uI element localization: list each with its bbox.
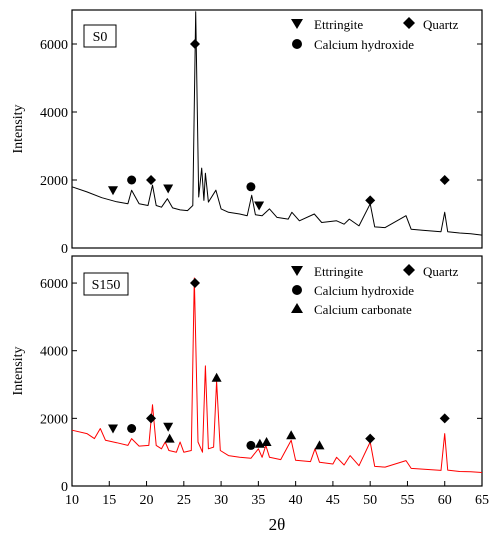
circle-marker — [292, 285, 302, 295]
phase-markers — [108, 278, 450, 450]
panel-label: S150 — [92, 278, 121, 293]
x-tick-label: 35 — [251, 493, 265, 508]
plot-frame — [71, 255, 483, 487]
diamond-marker — [365, 433, 376, 444]
diamond-marker — [439, 413, 450, 424]
legend-label: Calcium hydroxide — [314, 37, 414, 52]
triangle-up-marker — [211, 372, 222, 382]
legend-label: Calcium carbonate — [314, 302, 412, 317]
legend-item-ettringite: Ettringite — [291, 17, 363, 32]
triangle-up-marker — [164, 433, 175, 443]
triangle-up-marker — [286, 430, 297, 440]
series-line — [71, 277, 483, 473]
triangle-down-marker — [108, 186, 118, 196]
series-line-path — [71, 277, 483, 473]
circle-marker — [246, 182, 256, 192]
triangle-up-marker — [291, 303, 303, 313]
triangle-up-marker — [314, 440, 325, 450]
diamond-marker — [190, 39, 200, 49]
diamond-marker — [439, 175, 450, 185]
x-axis-ticks: 10 15 20 25 30 35 40 45 50 55 60 65 — [65, 481, 489, 508]
x-tick-label: 50 — [363, 493, 377, 508]
diamond-marker — [146, 175, 157, 185]
legend: Ettringite Quartz Calcium hydroxide Calc… — [291, 264, 459, 317]
diamond-marker — [146, 413, 157, 424]
x-tick-label: 55 — [400, 493, 414, 508]
chart-panel-s150: 0 2000 4000 6000 10 15 20 25 30 35 40 45 50 55 60 65 S… — [11, 255, 489, 534]
legend-item-calcium-hydroxide: Calcium hydroxide — [292, 37, 414, 52]
x-tick-label: 15 — [102, 493, 116, 508]
legend: Ettringite Quartz Calcium hydroxide — [291, 17, 459, 52]
triangle-down-marker — [108, 424, 118, 434]
circle-marker — [127, 175, 137, 185]
panel-label-box — [83, 272, 129, 296]
y-tick-label: 4000 — [40, 106, 68, 121]
y-axis-label: Intensity — [11, 105, 26, 154]
panel-label-box — [83, 24, 117, 48]
x-tick-label: 30 — [214, 493, 228, 508]
diamond-marker — [403, 17, 415, 29]
x-tick-label: 20 — [140, 493, 154, 508]
legend-item-calcium-carbonate: Calcium carbonate — [291, 302, 412, 317]
circle-marker — [292, 39, 302, 49]
legend-item-quartz: Quartz — [403, 17, 459, 32]
phase-markers — [108, 39, 450, 211]
triangle-down-marker — [254, 201, 265, 211]
y-tick-label: 4000 — [40, 345, 68, 360]
y-axis-ticks: 0 2000 4000 6000 — [40, 38, 482, 257]
series-line-path — [71, 11, 483, 236]
legend-label: Ettringite — [314, 264, 363, 279]
plot-frame — [71, 9, 483, 249]
diamond-marker — [365, 195, 376, 206]
y-tick-label: 6000 — [40, 277, 68, 292]
circle-marker — [127, 424, 137, 433]
legend-item-ettringite: Ettringite — [291, 264, 363, 279]
triangle-down-marker — [291, 266, 303, 276]
y-tick-label: 2000 — [40, 412, 68, 427]
triangle-down-marker — [291, 19, 303, 29]
panel-label: S0 — [93, 30, 108, 45]
x-tick-label: 25 — [177, 493, 191, 508]
chart-panel-s0: 0 2000 4000 6000 S0 Intensity Ettringite Qu… — [11, 9, 483, 257]
series-line — [71, 11, 483, 236]
y-tick-label: 0 — [61, 480, 68, 495]
legend-item-calcium-hydroxide: Calcium hydroxide — [292, 283, 414, 298]
y-tick-label: 6000 — [40, 38, 68, 53]
y-tick-label: 2000 — [40, 174, 68, 189]
circle-marker — [246, 440, 256, 450]
y-axis-ticks: 0 2000 4000 6000 — [40, 277, 482, 495]
legend-item-quartz: Quartz — [403, 264, 459, 279]
triangle-down-marker — [163, 184, 174, 194]
diamond-marker — [190, 278, 200, 289]
triangle-down-marker — [163, 422, 174, 432]
x-tick-label: 45 — [326, 493, 340, 508]
legend-label: Ettringite — [314, 17, 363, 32]
legend-label: Calcium hydroxide — [314, 283, 414, 298]
y-tick-label: 0 — [61, 242, 68, 257]
triangle-up-marker — [261, 437, 272, 447]
legend-label: Quartz — [423, 264, 459, 279]
y-axis-label: Intensity — [11, 347, 26, 396]
legend-label: Quartz — [423, 17, 459, 32]
diamond-marker — [403, 264, 415, 276]
x-axis-label: 2θ — [269, 515, 286, 534]
x-tick-label: 40 — [289, 493, 303, 508]
x-tick-label: 65 — [475, 493, 489, 508]
x-tick-label: 10 — [65, 493, 79, 508]
x-tick-label: 60 — [438, 493, 452, 508]
